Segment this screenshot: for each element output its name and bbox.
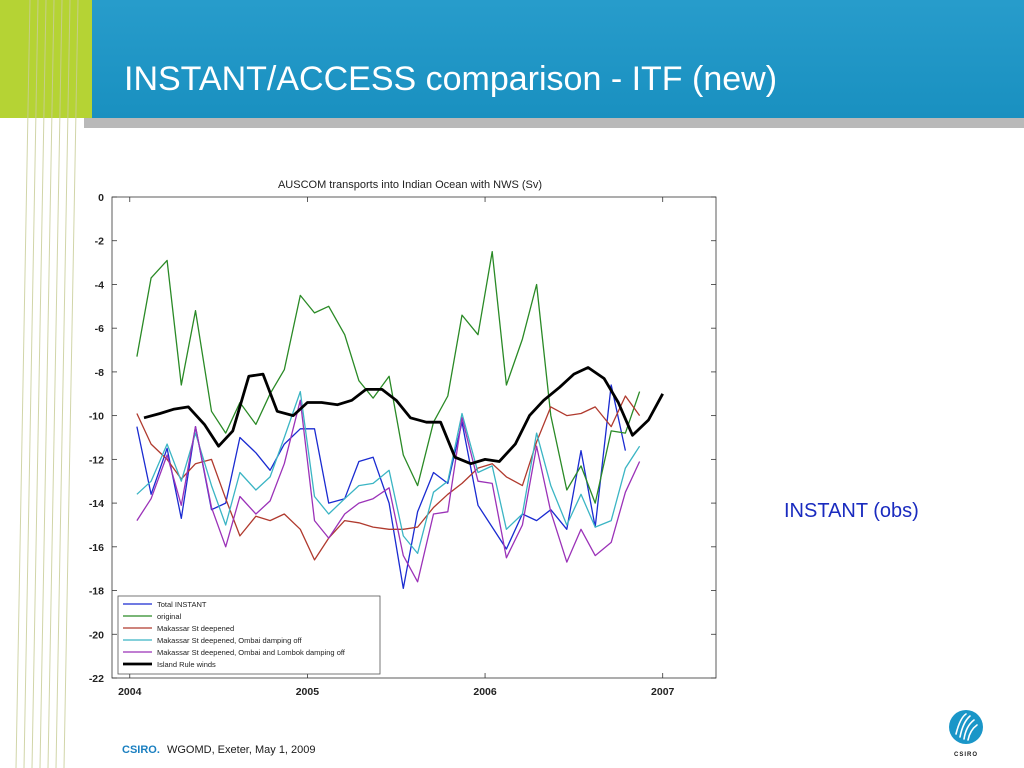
series-line-0 [136, 384, 627, 590]
header-bar [0, 0, 1024, 118]
y-tick-label: -8 [95, 367, 104, 379]
header-shade [0, 0, 1024, 118]
y-tick-label: -4 [95, 279, 104, 291]
series-line-2 [136, 395, 641, 561]
series-line-5 [143, 366, 664, 466]
y-tick-label: -2 [95, 236, 104, 248]
y-tick-label: 0 [98, 192, 104, 204]
header-divider [84, 118, 1024, 128]
legend-label: Makassar St deepened, Ombai damping off [157, 636, 302, 645]
legend-label: Total INSTANT [157, 600, 207, 609]
logo-text: CSIRO [954, 752, 978, 758]
series-lines [136, 251, 664, 590]
legend-label: Makassar St deepened, Ombai and Lombok d… [157, 648, 346, 657]
footer-brand: CSIRO. [122, 744, 160, 756]
instant-obs-label: INSTANT (obs) [784, 500, 919, 522]
y-tick-label: -10 [89, 411, 104, 423]
transport-chart: AUSCOM transports into Indian Ocean with… [89, 179, 717, 698]
footer-text: WGOMD, Exeter, May 1, 2009 [166, 744, 316, 756]
chart-title: AUSCOM transports into Indian Ocean with… [278, 179, 542, 191]
plot-frame [111, 196, 717, 679]
y-tick-label: -22 [89, 673, 104, 685]
legend-label: Island Rule winds [157, 660, 216, 669]
decorative-stripes [15, 0, 79, 768]
x-tick-label: 2005 [296, 686, 320, 698]
x-tick-label: 2006 [473, 686, 497, 698]
y-tick-label: -16 [89, 542, 104, 554]
legend-label: original [157, 612, 182, 621]
series-line-4 [136, 399, 641, 583]
legend-box [117, 595, 381, 675]
y-axis: 0 -2 -4 -6 -8 -10 -12 -14 -16 -18 -20 -22 [89, 192, 716, 685]
y-tick-label: -18 [89, 586, 104, 598]
legend-label: Makassar St deepened [157, 624, 234, 633]
y-tick-label: -12 [89, 454, 104, 466]
y-tick-label: -14 [89, 498, 104, 510]
x-axis: 2004 2005 2006 2007 [118, 197, 675, 698]
x-tick-label: 2007 [651, 686, 675, 698]
series-line-3 [136, 390, 641, 555]
legend: Total INSTANT original Makassar St deepene… [117, 595, 381, 675]
series-line-1 [136, 251, 641, 504]
x-tick-label: 2004 [118, 686, 142, 698]
y-tick-label: -20 [89, 629, 104, 641]
y-tick-label: -6 [95, 323, 104, 335]
csiro-logo-icon: CSIRO [949, 710, 983, 758]
slide-title: INSTANT/ACCESS comparison - ITF (new) [124, 60, 778, 98]
footer: CSIRO. WGOMD, Exeter, May 1, 2009 [122, 744, 316, 756]
